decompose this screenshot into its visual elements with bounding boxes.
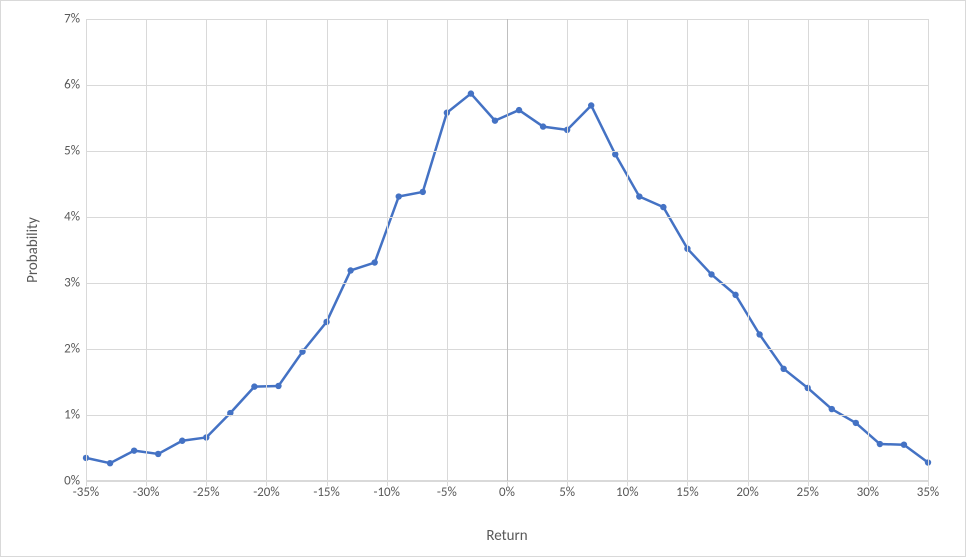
x-tick-label: 35% bbox=[917, 485, 939, 500]
series-marker bbox=[708, 271, 714, 277]
series-marker bbox=[420, 189, 426, 195]
x-tick-label: -25% bbox=[193, 485, 219, 500]
series-marker bbox=[732, 292, 738, 298]
y-tick-label: 3% bbox=[64, 276, 80, 291]
x-tick-label: -35% bbox=[73, 485, 99, 500]
x-tick-label: 10% bbox=[616, 485, 638, 500]
gridline-vertical bbox=[206, 19, 207, 481]
gridline-vertical bbox=[447, 19, 448, 481]
series-marker bbox=[396, 193, 402, 199]
x-axis-title: Return bbox=[486, 527, 527, 545]
gridline-vertical bbox=[146, 19, 147, 481]
series-marker bbox=[612, 151, 618, 157]
gridline-vertical bbox=[868, 19, 869, 481]
gridline-vertical bbox=[627, 19, 628, 481]
series-marker bbox=[588, 102, 594, 108]
series-marker bbox=[636, 193, 642, 199]
gridline-vertical bbox=[266, 19, 267, 481]
zero-line bbox=[507, 19, 508, 481]
x-tick-label: -30% bbox=[133, 485, 159, 500]
x-tick-label: 30% bbox=[857, 485, 879, 500]
y-tick-label: 7% bbox=[64, 12, 80, 27]
y-tick-label: 4% bbox=[64, 210, 80, 225]
x-tick-label: 20% bbox=[736, 485, 758, 500]
series-marker bbox=[853, 420, 859, 426]
series-marker bbox=[901, 442, 907, 448]
y-tick-label: 2% bbox=[64, 342, 80, 357]
gridline-vertical bbox=[808, 19, 809, 481]
series-marker bbox=[131, 447, 137, 453]
x-tick-label: 5% bbox=[559, 485, 575, 500]
x-tick-label: -20% bbox=[253, 485, 279, 500]
series-marker bbox=[251, 383, 257, 389]
y-tick-label: 5% bbox=[64, 144, 80, 159]
gridline-vertical bbox=[327, 19, 328, 481]
gridline-vertical bbox=[687, 19, 688, 481]
x-tick-label: -10% bbox=[373, 485, 399, 500]
series-marker bbox=[275, 383, 281, 389]
series-marker bbox=[660, 204, 666, 210]
y-tick-label: 6% bbox=[64, 78, 80, 93]
y-axis-title: Probability bbox=[24, 217, 42, 283]
gridline-vertical bbox=[86, 19, 87, 481]
series-marker bbox=[155, 451, 161, 457]
series-marker bbox=[829, 406, 835, 412]
gridline-vertical bbox=[928, 19, 929, 481]
chart-container: 0% 1% 2% 3% 4% 5% 6% 7% -35% -30% -25% -20% -15% -10%… bbox=[0, 0, 966, 557]
series-marker bbox=[756, 331, 762, 337]
series-marker bbox=[492, 117, 498, 123]
x-tick-label: -15% bbox=[313, 485, 339, 500]
x-tick-label: 25% bbox=[796, 485, 818, 500]
x-tick-label: -5% bbox=[437, 485, 457, 500]
series-marker bbox=[516, 107, 522, 113]
gridline-vertical bbox=[387, 19, 388, 481]
series-marker bbox=[468, 90, 474, 96]
x-tick-label: 0% bbox=[499, 485, 515, 500]
x-tick-label: 15% bbox=[676, 485, 698, 500]
series-marker bbox=[371, 259, 377, 265]
series-marker bbox=[347, 267, 353, 273]
plot-area: 0%1%2%3%4%5%6%7%-35%-30%-25%-20%-15%-10%… bbox=[86, 19, 928, 481]
series-marker bbox=[780, 366, 786, 372]
series-marker bbox=[107, 460, 113, 466]
gridline-vertical bbox=[567, 19, 568, 481]
series-marker bbox=[540, 123, 546, 129]
series-marker bbox=[179, 438, 185, 444]
series-marker bbox=[877, 441, 883, 447]
gridline-vertical bbox=[748, 19, 749, 481]
y-tick-label: 1% bbox=[64, 408, 80, 423]
